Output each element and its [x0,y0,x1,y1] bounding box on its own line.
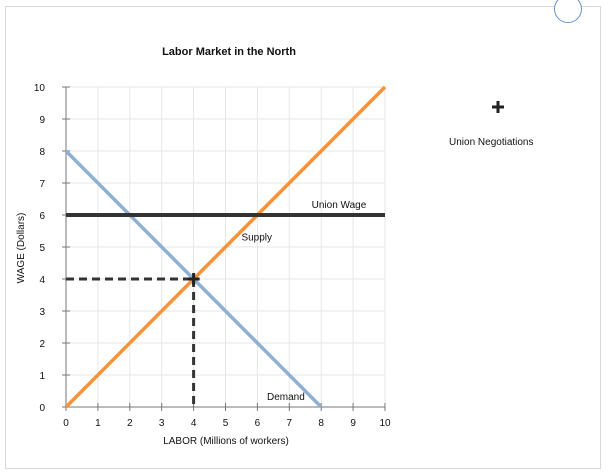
legend-label: Union Negotiations [449,137,534,148]
tick-labels: 0 1 2 3 4 5 6 7 8 9 10 0 1 2 3 4 5 6 7 8 9 10 [34,83,391,429]
equilibrium-marker-horizontal [187,277,200,281]
chart-title: Labor Market in the North [162,46,296,58]
y-tick-label: 6 [39,211,45,222]
x-tick-label: 3 [159,418,165,429]
y-tick-label: 7 [39,179,45,190]
x-tick-label: 0 [63,418,69,429]
y-tick-label: 4 [39,275,45,286]
y-tick-label: 9 [39,115,45,126]
x-tick-label: 7 [287,418,293,429]
y-tick-label: 1 [39,371,45,382]
help-circle-icon[interactable] [554,0,582,23]
cross-marker-icon[interactable] [491,100,505,114]
y-tick-label: 2 [39,339,45,350]
y-tick-label: 3 [39,307,45,318]
x-tick-label: 8 [318,418,324,429]
x-tick-label: 10 [379,418,391,429]
y-tick-label: 8 [39,147,45,158]
x-tick-label: 9 [350,418,356,429]
curve-label-union-wage: Union Wage [312,200,367,211]
series-line-supply [64,85,387,409]
y-tick-label: 10 [34,83,46,94]
x-tick-label: 6 [255,418,261,429]
y-tick-label: 5 [39,243,45,254]
chart-panel [5,0,601,469]
curve-label-supply: Supply [241,233,272,244]
curve-labels: Supply Demand Union Wage [241,200,366,403]
y-tick-label: 0 [39,403,45,414]
series [64,85,387,409]
y-axis-title: WAGE (Dollars) [16,213,27,284]
x-tick-label: 4 [191,418,197,429]
x-tick-label: 2 [127,418,133,429]
x-axis-title: LABOR (Millions of workers) [163,436,289,447]
x-tick-label: 1 [95,418,101,429]
curve-label-demand: Demand [267,392,305,403]
x-tick-label: 5 [223,418,229,429]
